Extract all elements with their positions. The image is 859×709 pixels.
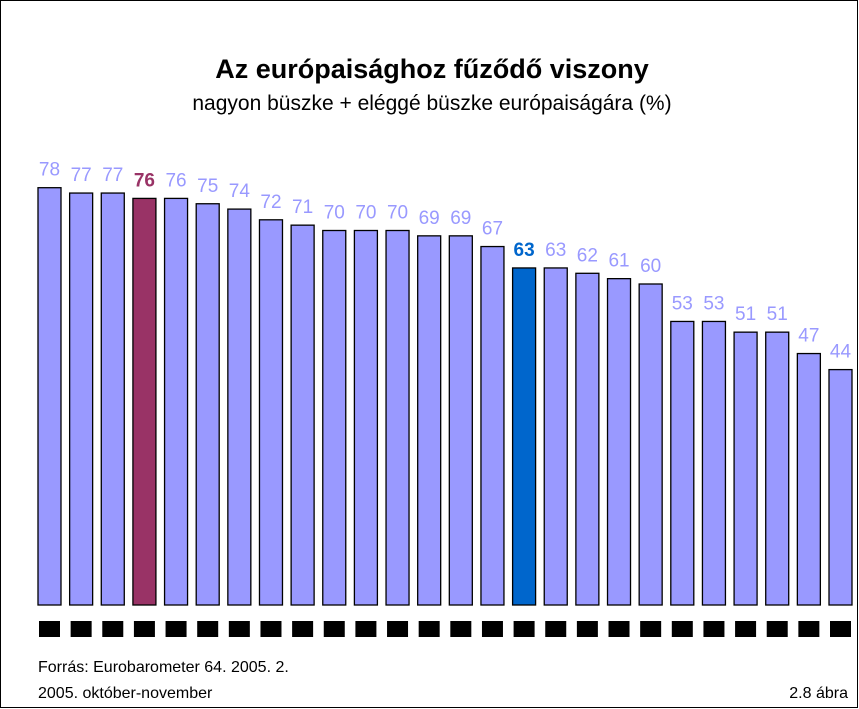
- category-icon: [703, 621, 725, 637]
- value-label: 44: [830, 342, 852, 363]
- category-icon: [228, 621, 250, 637]
- value-label: 63: [514, 240, 535, 261]
- bar: [701, 320, 727, 606]
- bar: [37, 187, 62, 606]
- category-icon: [355, 621, 377, 637]
- value-label: 47: [798, 326, 819, 347]
- category-icon: [481, 621, 503, 637]
- source-note: Forrás: Eurobarometer 64. 2005. 2.: [38, 659, 289, 676]
- category-icon: [450, 621, 472, 637]
- category-icon: [39, 621, 60, 637]
- category-icon: [133, 621, 155, 637]
- category-icon: [323, 621, 345, 637]
- value-label: 78: [39, 160, 60, 181]
- value-label: 72: [260, 192, 281, 213]
- bar: [670, 320, 695, 606]
- bar: [511, 267, 537, 606]
- category-icon: [292, 621, 314, 637]
- value-label: 77: [71, 165, 92, 186]
- value-label: 61: [608, 251, 629, 272]
- bar: [638, 283, 663, 606]
- value-label: 76: [134, 170, 155, 191]
- value-label: 70: [355, 203, 376, 224]
- bar: [480, 245, 505, 606]
- bar: [322, 229, 347, 606]
- bar: [543, 267, 568, 606]
- category-icon: [766, 621, 788, 637]
- value-label: 76: [165, 170, 186, 191]
- bar: [448, 235, 473, 606]
- bar: [606, 277, 632, 606]
- value-label: 74: [229, 181, 251, 202]
- bar: [765, 331, 790, 606]
- bar: [385, 229, 410, 606]
- value-label: 69: [450, 208, 471, 229]
- category-icon: [545, 621, 567, 637]
- value-label: 53: [672, 293, 693, 314]
- bar: [575, 272, 600, 606]
- chart-subtitle: nagyon büszke + eléggé büszke európaiság…: [192, 92, 671, 115]
- bar: [353, 229, 379, 606]
- bar: [290, 224, 315, 606]
- category-icon: [671, 621, 693, 637]
- value-label: 67: [482, 219, 503, 240]
- bar: [132, 197, 157, 606]
- category-icon: [830, 621, 851, 637]
- category-icon: [165, 621, 187, 637]
- value-label: 75: [197, 176, 218, 197]
- category-icon: [197, 621, 219, 637]
- value-label: 53: [703, 293, 724, 314]
- category-icon: [576, 621, 598, 637]
- value-label: 51: [767, 304, 788, 325]
- category-icon: [102, 621, 124, 637]
- category-icon: [640, 621, 662, 637]
- category-icon: [513, 621, 535, 637]
- category-icon: [798, 621, 820, 637]
- bar: [100, 192, 125, 606]
- bar: [796, 352, 822, 606]
- value-label: 69: [419, 208, 440, 229]
- category-icon: [260, 621, 282, 637]
- value-label: 62: [577, 245, 598, 266]
- category-icon: [387, 621, 409, 637]
- value-label: 71: [292, 197, 313, 218]
- bar: [733, 331, 758, 606]
- bar: [195, 203, 220, 606]
- figure-label: 2.8 ábra: [789, 685, 848, 702]
- value-label: 60: [640, 256, 661, 277]
- category-icon: [418, 621, 440, 637]
- category-icon: [735, 621, 757, 637]
- bar: [68, 192, 94, 606]
- bar: [828, 368, 853, 606]
- bar: [417, 235, 442, 606]
- value-label: 70: [324, 203, 345, 224]
- category-icon: [70, 621, 92, 637]
- value-label: 51: [735, 304, 756, 325]
- value-label: 63: [545, 240, 566, 261]
- value-label: 70: [387, 203, 408, 224]
- bar: [258, 219, 284, 606]
- chart-title: Az európaisághoz fűződő viszony: [215, 54, 649, 84]
- date-note: 2005. október-november: [38, 685, 213, 702]
- bar: [163, 197, 189, 606]
- bar: [227, 208, 252, 606]
- value-label: 77: [102, 165, 123, 186]
- category-icon: [608, 621, 630, 637]
